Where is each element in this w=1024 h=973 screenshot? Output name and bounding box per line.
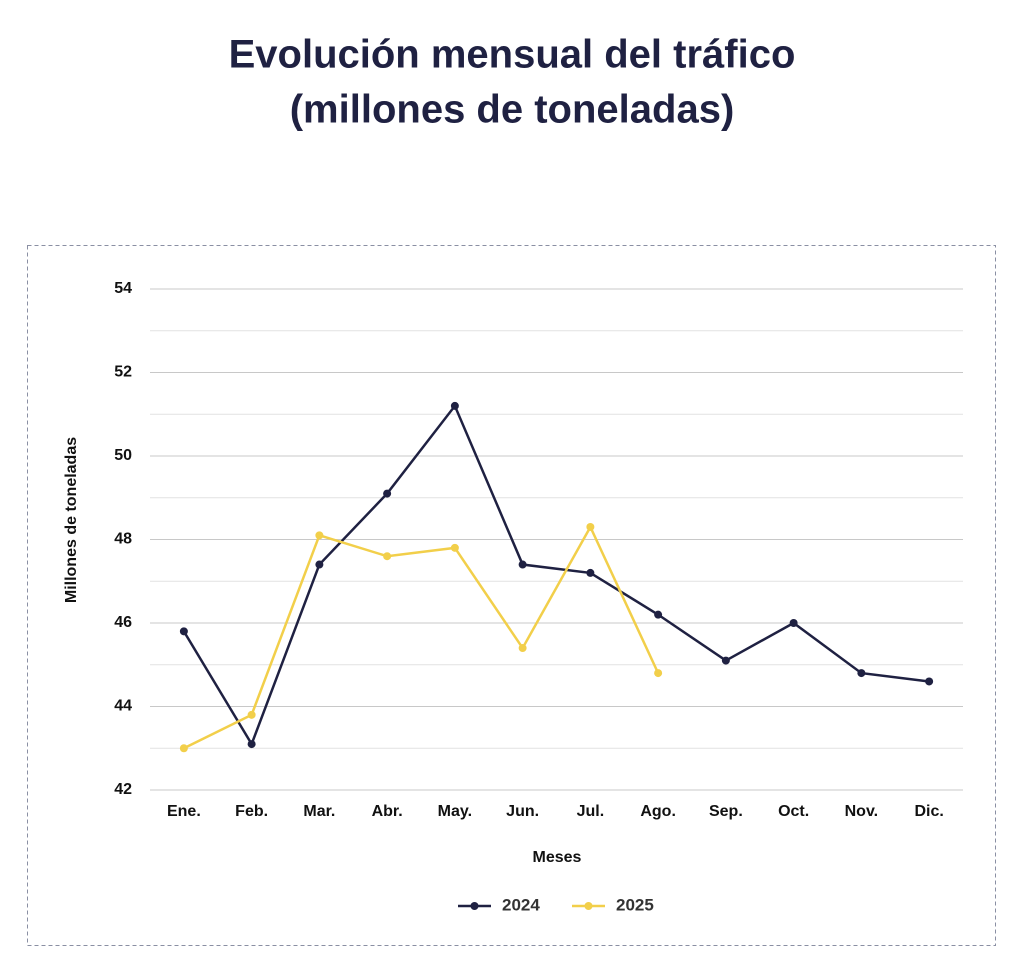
y-tick-label: 54 [114,280,132,297]
point [654,610,663,619]
legend-label: 2025 [616,895,654,914]
y-tick-label: 48 [114,531,132,548]
point [315,560,324,569]
x-axis-label: Meses [533,849,582,866]
point [789,619,798,627]
y-tick-label: 46 [114,614,132,631]
x-tick-label: Nov. [845,803,878,820]
point [450,401,459,410]
series-line [182,403,930,747]
y-tick-label: 44 [114,698,132,715]
legend-label: 2024 [502,895,540,914]
point [857,669,866,678]
series-line [183,524,660,750]
y-tick-label: 50 [114,447,132,464]
point [925,677,934,686]
x-tick-label: Feb. [235,803,268,820]
x-tick-label: Jun. [506,803,539,820]
y-axis-label: Millones de toneladas [63,437,80,603]
x-tick-label: Dic. [914,803,943,820]
point [179,744,188,753]
y-tick-label: 52 [114,364,132,381]
point [450,543,459,552]
point [654,669,663,678]
point [383,489,392,498]
point [179,627,188,636]
chart-title: Evolución mensual del tráfico [229,33,796,77]
point [247,710,256,719]
point [247,740,256,749]
x-tick-label: Oct. [778,803,809,820]
point [721,656,730,665]
x-tick-label: Jul. [577,803,605,820]
point [586,568,595,577]
chart-title: (millones de toneladas) [290,88,735,132]
legend-swatch-dot [470,902,479,910]
point [315,531,324,540]
y-tick-label: 42 [114,781,132,798]
point [518,644,527,653]
point [383,552,392,561]
x-tick-label: May. [438,803,472,820]
point [586,522,595,531]
chart-frame [27,245,996,946]
x-tick-label: Abr. [372,803,403,820]
x-tick-label: Sep. [709,803,743,820]
x-tick-label: Ago. [640,803,676,820]
x-tick-label: Ene. [167,803,201,820]
point [518,560,527,569]
x-tick-label: Mar. [303,803,335,820]
legend-swatch-dot [584,902,593,910]
